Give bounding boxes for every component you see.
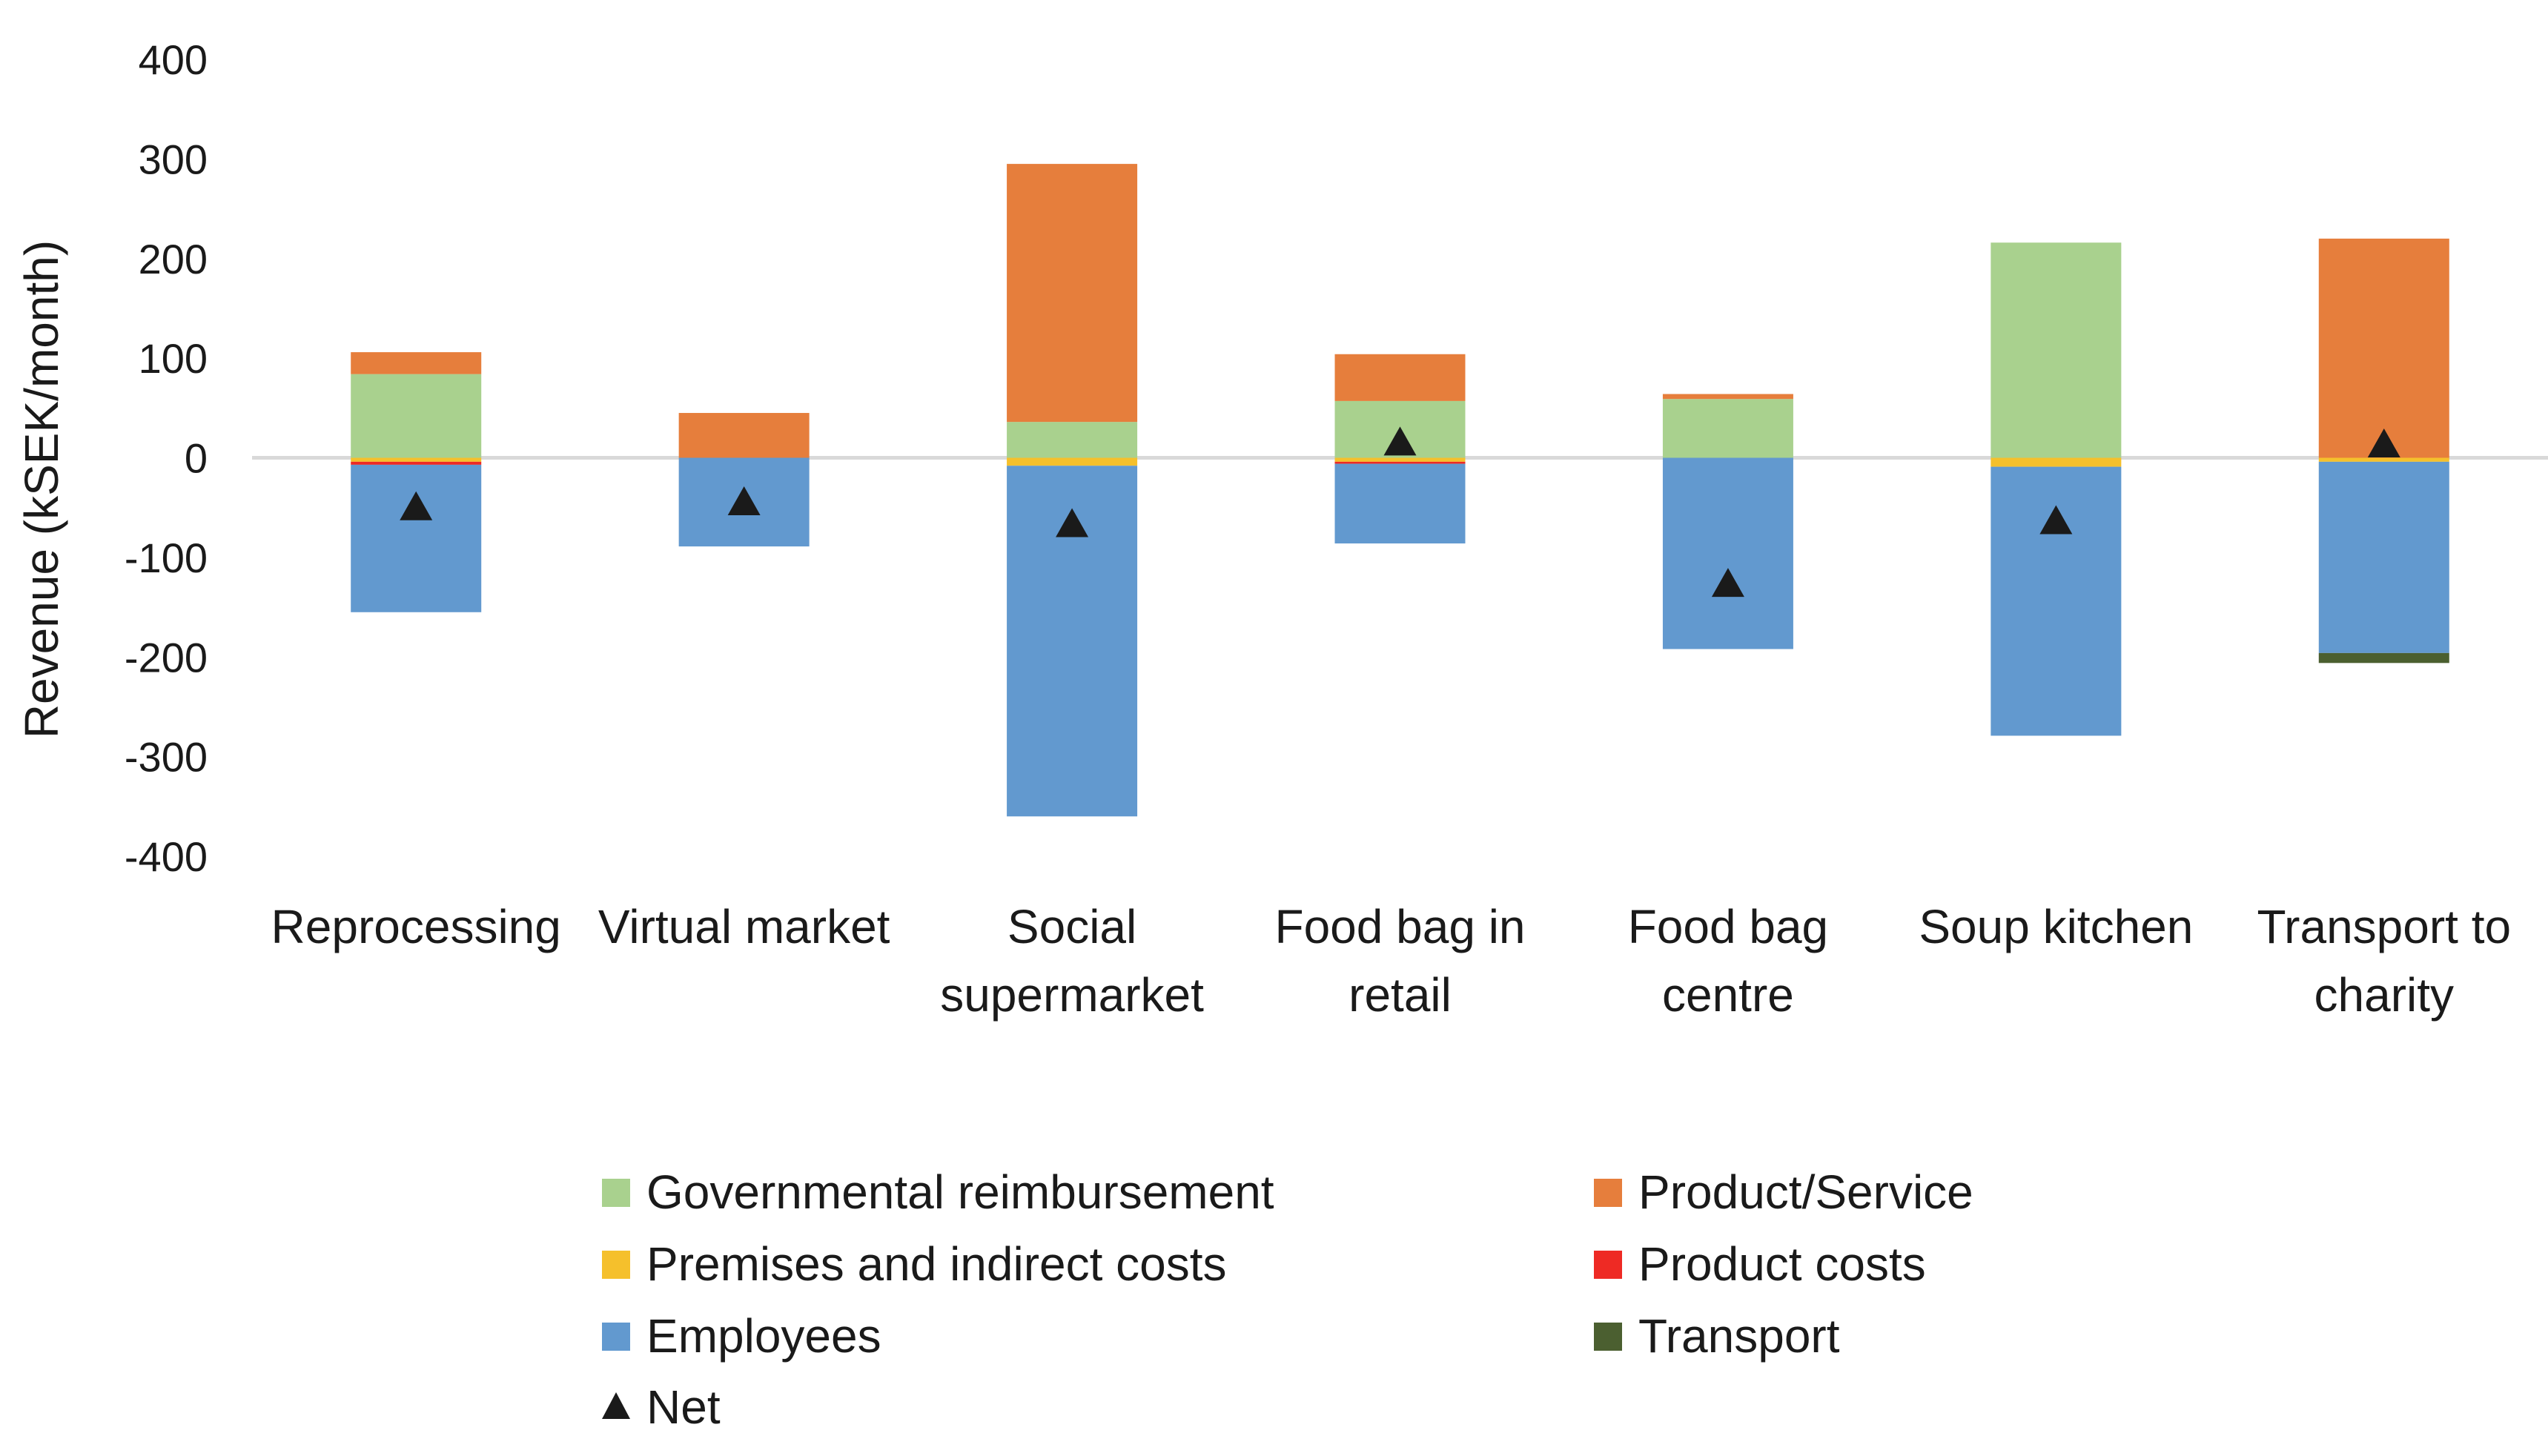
y-tick-label: 400	[139, 36, 208, 83]
bar-segment-gov	[1007, 422, 1138, 458]
bar-segment-employees	[1662, 457, 1793, 649]
bar-segment-premises	[1007, 457, 1138, 466]
bar-segment-premises	[351, 457, 482, 462]
bar-segment-employees	[2318, 461, 2449, 653]
legend-item-employees: Employees	[602, 1309, 881, 1363]
legend-item-net: Net	[602, 1380, 721, 1434]
x-tick-label: Food bag in retail	[1274, 900, 1525, 1022]
legend-swatch	[602, 1251, 630, 1279]
bar-segment-employees	[1334, 463, 1466, 544]
legend-swatch	[1594, 1251, 1622, 1279]
bar-segment-gov	[1991, 242, 2122, 458]
bar-segment-employees	[351, 464, 482, 612]
bar-segment-productcosts	[1334, 461, 1466, 464]
legend-swatch	[1594, 1323, 1622, 1351]
y-tick-label: 0	[185, 435, 208, 482]
bar-segment-product	[1334, 354, 1466, 401]
bar-segment-product	[351, 352, 482, 374]
y-tick-label: 300	[139, 136, 208, 182]
net-marker	[400, 491, 433, 520]
legend-item-product: Product/Service	[1594, 1165, 1973, 1219]
x-axis-labels: Reprocessing Virtual market Social supermar…	[271, 900, 2512, 1022]
y-axis-title: Revenue (kSEK/month)	[15, 240, 68, 738]
legend-item-transport: Transport	[1594, 1309, 1840, 1363]
y-axis: 400 300 200 100 0 -100 -200 -300 -400	[125, 36, 208, 880]
y-tick-label: -200	[125, 634, 208, 681]
bar-segment-product	[1662, 394, 1793, 400]
legend-label: Governmental reimbursement	[646, 1165, 1274, 1219]
legend-label: Product/Service	[1638, 1165, 1973, 1219]
x-tick-label: Reprocessing	[271, 900, 561, 953]
y-tick-label: 200	[139, 236, 208, 282]
x-tick-label: Transport to charity	[2257, 900, 2511, 1022]
net-markers	[400, 426, 2400, 598]
net-marker	[1056, 508, 1089, 537]
bar-segment-productcosts	[351, 461, 482, 465]
bar-segment-product	[2318, 238, 2449, 458]
legend-item-gov: Governmental reimbursement	[602, 1165, 1274, 1219]
legend-label: Net	[646, 1380, 721, 1434]
bar-segment-premises	[1991, 457, 2122, 467]
bar-segment-gov	[1662, 399, 1793, 458]
net-marker	[1383, 426, 1417, 456]
net-marker	[2367, 428, 2400, 458]
net-marker	[2039, 505, 2073, 535]
y-tick-label: -400	[125, 833, 208, 880]
x-tick-label: Soup kitchen	[1919, 900, 2193, 953]
legend-label: Product costs	[1638, 1237, 1926, 1291]
y-tick-label: -100	[125, 535, 208, 581]
legend-swatch	[602, 1323, 630, 1351]
y-tick-label: -300	[125, 734, 208, 781]
legend-item-productcosts: Product costs	[1594, 1237, 1926, 1291]
legend-item-premises: Premises and indirect costs	[602, 1237, 1227, 1291]
net-marker	[727, 486, 761, 515]
legend-label: Employees	[646, 1309, 881, 1363]
legend-label: Transport	[1638, 1309, 1840, 1363]
bar-segment-premises	[2318, 457, 2449, 462]
bars	[351, 164, 2449, 817]
x-tick-label: Social supermarket	[940, 900, 1204, 1022]
bar-segment-gov	[351, 374, 482, 458]
legend: Governmental reimbursement Product/Servic…	[602, 1165, 1973, 1434]
bar-segment-transport	[2318, 652, 2449, 664]
bar-segment-premises	[1334, 457, 1466, 462]
net-marker	[1711, 568, 1744, 598]
legend-label: Premises and indirect costs	[646, 1237, 1227, 1291]
legend-swatch	[602, 1179, 630, 1207]
bar-segment-product	[678, 413, 810, 458]
legend-swatch	[1594, 1179, 1622, 1207]
y-tick-label: 100	[139, 335, 208, 382]
legend-swatch	[602, 1392, 630, 1419]
x-tick-label: Virtual market	[598, 900, 890, 953]
x-tick-label: Food bag centre	[1628, 900, 1828, 1022]
bar-segment-product	[1007, 164, 1138, 423]
